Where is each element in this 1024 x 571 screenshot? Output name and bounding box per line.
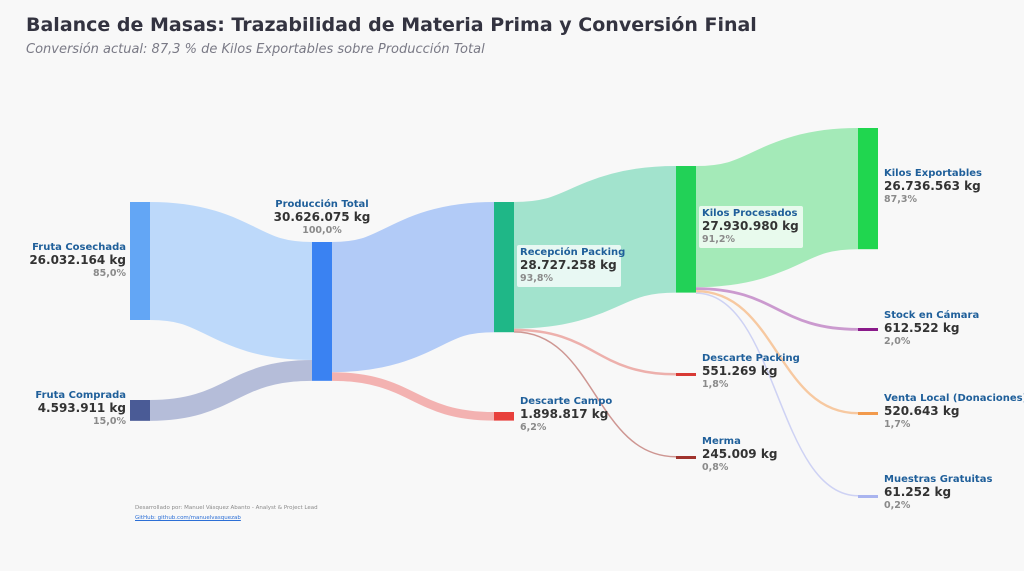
node-stock_camara[interactable]: [858, 328, 878, 331]
link-kilos_procesados-muestras_gratuitas[interactable]: [695, 292, 859, 497]
credit-github-link[interactable]: GitHub: github.com/manuelvasquezab: [135, 515, 241, 521]
label-pct-label-muestras_gratuitas: 0,2%: [884, 500, 911, 511]
node-venta_local[interactable]: [858, 412, 878, 415]
label-name-descarte_campo: Descarte Campo: [520, 396, 612, 407]
label-pct-label-venta_local: 1,7%: [884, 419, 911, 430]
label-box-recepcion_packing: [517, 245, 621, 287]
label-pct-label-merma: 0,8%: [702, 462, 729, 473]
label-name-kilos_exportables: Kilos Exportables: [884, 168, 982, 179]
node-muestras_gratuitas[interactable]: [858, 495, 878, 498]
chart-title: Balance de Masas: Trazabilidad de Materi…: [26, 14, 757, 36]
label-pct-label-kilos_procesados: 91,2%: [702, 234, 735, 245]
label-pct-label-fruta_comprada: 15,0%: [93, 416, 126, 427]
label-value-label-stock_camara: 612.522 kg: [884, 321, 959, 335]
label-pct-label-produccion_total: 100,0%: [302, 225, 342, 236]
node-merma[interactable]: [676, 456, 696, 459]
link-fruta_cosechada-produccion_total[interactable]: [148, 202, 314, 360]
label-value-label-muestras_gratuitas: 61.252 kg: [884, 485, 951, 499]
node-recepcion_packing[interactable]: [494, 202, 514, 333]
label-pct-label-stock_camara: 2,0%: [884, 336, 911, 347]
label-box-kilos_procesados: [699, 206, 803, 248]
label-pct-label-descarte_packing: 1,8%: [702, 379, 729, 390]
node-descarte_packing[interactable]: [676, 373, 696, 376]
link-kilos_procesados-stock_camara[interactable]: [695, 287, 859, 331]
label-value-label-merma: 245.009 kg: [702, 447, 777, 461]
label-value-label-descarte_campo: 1.898.817 kg: [520, 407, 608, 421]
label-name-kilos_procesados: Kilos Procesados: [702, 208, 797, 219]
label-name-recepcion_packing: Recepción Packing: [520, 246, 625, 258]
label-value-label-fruta_cosechada: 26.032.164 kg: [29, 253, 126, 267]
sankey-nodes: [130, 128, 878, 498]
credit-author: Desarrollado por: Manuel Vásquez Abanto …: [135, 505, 318, 511]
label-value-label-kilos_procesados: 27.930.980 kg: [702, 219, 799, 233]
label-name-fruta_cosechada: Fruta Cosechada: [32, 242, 126, 253]
label-value-label-kilos_exportables: 26.736.563 kg: [884, 179, 981, 193]
label-name-fruta_comprada: Fruta Comprada: [35, 390, 126, 401]
link-recepcion_packing-merma[interactable]: [513, 331, 677, 458]
node-kilos_exportables[interactable]: [858, 128, 878, 250]
link-produccion_total-recepcion_packing[interactable]: [330, 202, 496, 373]
label-name-descarte_packing: Descarte Packing: [702, 353, 800, 364]
node-fruta_cosechada[interactable]: [130, 202, 150, 320]
label-value-label-descarte_packing: 551.269 kg: [702, 364, 777, 378]
label-value-label-recepcion_packing: 28.727.258 kg: [520, 258, 617, 272]
link-fruta_comprada-produccion_total[interactable]: [149, 360, 313, 421]
label-pct-label-descarte_campo: 6,2%: [520, 422, 547, 433]
label-name-stock_camara: Stock en Cámara: [884, 309, 979, 321]
node-produccion_total[interactable]: [312, 242, 332, 381]
label-value-label-venta_local: 520.643 kg: [884, 404, 959, 418]
label-name-muestras_gratuitas: Muestras Gratuitas: [884, 474, 992, 485]
link-recepcion_packing-descarte_packing[interactable]: [513, 328, 677, 376]
link-kilos_procesados-venta_local[interactable]: [695, 289, 859, 415]
label-value-label-produccion_total: 30.626.075 kg: [274, 210, 371, 224]
label-pct-label-recepcion_packing: 93,8%: [520, 273, 553, 284]
chart-subtitle: Conversión actual: 87,3 % de Kilos Expor…: [26, 42, 485, 57]
node-fruta_comprada[interactable]: [130, 400, 150, 421]
link-produccion_total-descarte_campo[interactable]: [331, 372, 495, 421]
label-name-produccion_total: Producción Total: [275, 198, 368, 210]
node-descarte_campo[interactable]: [494, 412, 514, 421]
label-pct-label-kilos_exportables: 87,3%: [884, 194, 917, 205]
node-kilos_procesados[interactable]: [676, 166, 696, 293]
label-name-merma: Merma: [702, 436, 741, 447]
label-value-label-fruta_comprada: 4.593.911 kg: [38, 401, 126, 415]
label-name-venta_local: Venta Local (Donaciones): [884, 393, 1024, 404]
label-pct-label-fruta_cosechada: 85,0%: [93, 268, 126, 279]
